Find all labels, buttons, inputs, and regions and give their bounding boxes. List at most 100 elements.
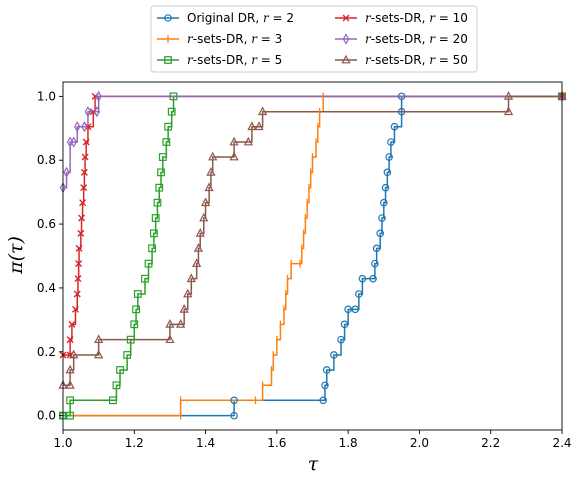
- data-point: [371, 259, 379, 268]
- data-point: [378, 214, 386, 222]
- data-point: [355, 290, 363, 298]
- y-axis-label: π(τ): [5, 236, 27, 275]
- data-point: [204, 182, 214, 192]
- data-point: [199, 212, 209, 222]
- data-point: [80, 168, 88, 176]
- data-point: [68, 320, 76, 328]
- data-point: [385, 153, 393, 161]
- legend-item: r-sets-DR, r = 5: [157, 53, 282, 67]
- y-tick-label: 0.0: [37, 409, 56, 423]
- data-point: [74, 275, 82, 283]
- marker-group: [58, 90, 567, 420]
- data-point: [179, 304, 189, 313]
- data-point: [65, 364, 75, 374]
- series-line-5: [63, 95, 562, 387]
- data-point: [337, 335, 345, 344]
- data-point: [81, 153, 89, 161]
- legend-marker: [164, 14, 172, 22]
- data-point: [77, 229, 85, 237]
- data-point: [192, 258, 202, 268]
- x-tick-label: 1.4: [196, 436, 215, 450]
- data-point: [206, 167, 216, 176]
- plot-area: [58, 90, 567, 420]
- data-point: [73, 290, 81, 298]
- data-point: [66, 411, 75, 420]
- data-point: [71, 305, 79, 313]
- data-point: [321, 381, 329, 390]
- data-point: [229, 151, 239, 161]
- y-tick-label: 0.8: [37, 153, 56, 167]
- data-point: [130, 320, 139, 329]
- legend-item: r-sets-DR, r = 50: [335, 53, 468, 67]
- data-point: [151, 214, 160, 222]
- legend-label: r-sets-DR, r = 20: [365, 32, 468, 46]
- data-point: [230, 396, 238, 405]
- data-point: [243, 136, 253, 146]
- data-point: [176, 319, 186, 328]
- data-point: [93, 106, 101, 118]
- data-point: [144, 259, 153, 268]
- x-axis: 1.0 1.2 1.4 1.6 1.8 2.0 2.2 2.4: [53, 430, 572, 450]
- data-point: [383, 168, 392, 177]
- data-point: [82, 138, 90, 146]
- data-point: [200, 197, 211, 207]
- data-point: [94, 349, 104, 359]
- data-point: [73, 121, 81, 133]
- legend-marker: [342, 33, 350, 45]
- data-point: [132, 305, 140, 314]
- data-point: [63, 166, 70, 178]
- data-point: [208, 151, 218, 161]
- data-point: [108, 396, 117, 405]
- data-point: [153, 198, 162, 207]
- x-tick-label: 1.2: [125, 436, 144, 450]
- x-axis-label: τ: [308, 453, 319, 475]
- x-tick-label: 2.2: [481, 436, 500, 450]
- data-point: [390, 122, 399, 131]
- data-point: [167, 107, 176, 116]
- data-point: [112, 381, 121, 390]
- series-line-3: [63, 95, 562, 356]
- data-point: [66, 336, 74, 344]
- data-point: [157, 168, 165, 177]
- data-point: [340, 320, 349, 329]
- legend-label: r-sets-DR, r = 10: [365, 11, 468, 25]
- data-point: [254, 121, 264, 131]
- data-point: [66, 396, 75, 405]
- data-point: [230, 411, 238, 420]
- data-point: [158, 153, 167, 161]
- data-point: [193, 243, 204, 252]
- legend-marker: [164, 56, 172, 64]
- data-point: [319, 396, 327, 405]
- data-point: [344, 305, 352, 314]
- data-point: [369, 274, 377, 283]
- data-point: [162, 138, 171, 146]
- legend-label: r-sets-DR, r = 3: [187, 32, 282, 46]
- data-point: [195, 228, 205, 237]
- legend-marker: [341, 54, 351, 64]
- data-point: [81, 121, 88, 133]
- series-line-1: [63, 95, 562, 417]
- legend-label: r-sets-DR, r = 5: [187, 53, 282, 67]
- data-point: [358, 274, 367, 283]
- legend-label: Original DR, r = 2: [187, 11, 294, 25]
- data-point: [397, 92, 406, 101]
- data-point: [379, 198, 388, 207]
- data-point: [65, 380, 75, 389]
- legend-item: r-sets-DR, r = 10: [335, 11, 468, 25]
- data-point: [123, 351, 132, 359]
- series-line-0: [63, 95, 562, 417]
- legend-marker: [342, 14, 350, 22]
- y-tick-label: 0.4: [37, 281, 56, 295]
- plot-frame: [62, 81, 563, 431]
- data-point: [372, 244, 381, 253]
- legend-item: r-sets-DR, r = 3: [157, 32, 282, 46]
- data-point: [247, 121, 257, 131]
- data-point: [330, 351, 338, 359]
- y-tick-label: 1.0: [37, 89, 56, 103]
- x-tick-label: 1.8: [339, 436, 358, 450]
- data-point: [149, 229, 158, 238]
- x-tick-label: 2.4: [552, 436, 571, 450]
- data-point: [503, 91, 514, 100]
- legend-item: Original DR, r = 2: [157, 11, 294, 25]
